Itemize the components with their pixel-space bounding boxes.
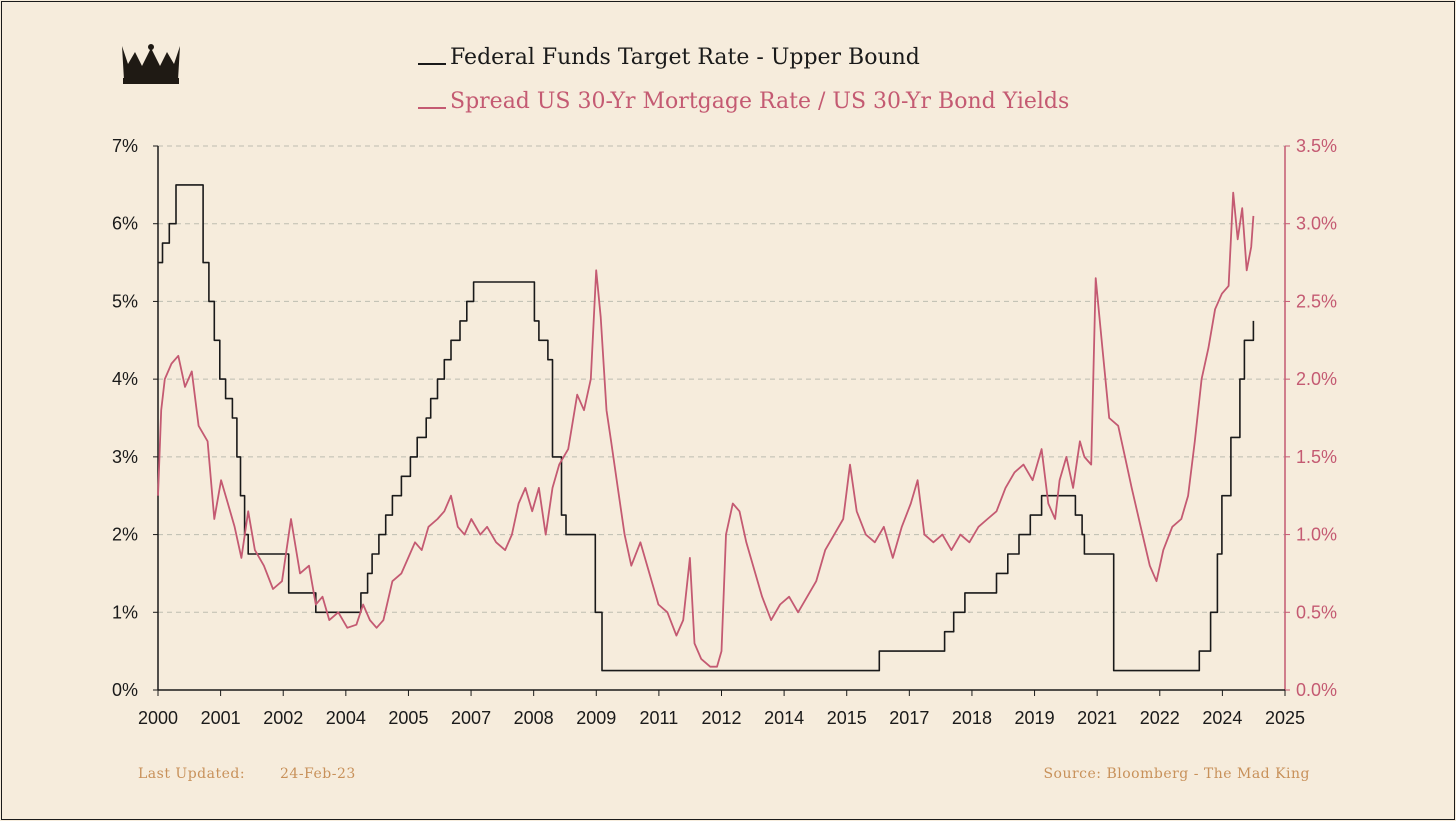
legend: Federal Funds Target Rate - Upper Bound … [418, 45, 1069, 114]
x-tick-label: 2025 [1265, 708, 1305, 728]
last-updated-value: 24-Feb-23 [280, 766, 356, 782]
x-tick-label: 2012 [701, 708, 741, 728]
left-tick-label: 7% [112, 136, 138, 156]
x-tick-label: 2018 [952, 708, 992, 728]
left-tick-label: 4% [112, 369, 138, 389]
gridlines [158, 145, 1285, 613]
legend-label-spread: Spread US 30-Yr Mortgage Rate / US 30-Yr… [450, 89, 1069, 114]
x-tick-label: 2014 [764, 708, 804, 728]
right-tick-label: 0.0% [1296, 680, 1337, 700]
axes [157, 146, 1286, 691]
x-tick-label: 2009 [576, 708, 616, 728]
left-axis-ticks: 0% 1% 2% 3% 4% 5% 6% 7% [112, 136, 158, 700]
x-tick-label: 2007 [451, 708, 491, 728]
x-tick-label: 2019 [1015, 708, 1055, 728]
left-tick-label: 5% [112, 291, 138, 311]
right-tick-label: 1.5% [1296, 447, 1337, 467]
x-tick-label: 2000 [138, 708, 178, 728]
x-tick-label: 2017 [889, 708, 929, 728]
right-tick-label: 3.5% [1296, 136, 1337, 156]
last-updated-label: Last Updated: [138, 766, 245, 782]
x-tick-label: 2021 [1077, 708, 1117, 728]
left-tick-label: 3% [112, 447, 138, 467]
x-tick-label: 2008 [514, 708, 554, 728]
left-tick-label: 2% [112, 525, 138, 545]
x-tick-label: 2005 [388, 708, 428, 728]
series-line-mortgage-spread [157, 191, 1255, 668]
x-tick-label: 2011 [640, 708, 679, 728]
crown-icon [122, 44, 180, 84]
x-tick-label: 2001 [201, 708, 241, 728]
series-line-fed-funds [158, 184, 1255, 672]
right-tick-label: 0.5% [1296, 602, 1337, 622]
x-axis-ticks: 2000 2001 2002 2004 2005 2007 2008 2009 2011 2012… [138, 690, 1305, 728]
right-axis-ticks: 0.0% 0.5% 1.0% 1.5% 2.0% 2.5% 3.0% 3.5% [1285, 136, 1337, 700]
source-note: Source: Bloomberg - The Mad King [1043, 766, 1310, 782]
legend-label-fed: Federal Funds Target Rate - Upper Bound [450, 45, 920, 70]
series-group [157, 184, 1255, 672]
x-tick-label: 2004 [326, 708, 366, 728]
left-tick-label: 0% [112, 680, 138, 700]
right-tick-label: 1.0% [1296, 525, 1337, 545]
x-tick-label: 2022 [1140, 708, 1180, 728]
left-tick-label: 6% [112, 214, 138, 234]
left-tick-label: 1% [112, 602, 138, 622]
right-tick-label: 2.5% [1296, 291, 1337, 311]
x-tick-label: 2015 [827, 708, 867, 728]
x-tick-label: 2024 [1202, 708, 1242, 728]
right-tick-label: 2.0% [1296, 369, 1337, 389]
right-tick-label: 3.0% [1296, 214, 1337, 234]
x-tick-label: 2002 [263, 708, 303, 728]
